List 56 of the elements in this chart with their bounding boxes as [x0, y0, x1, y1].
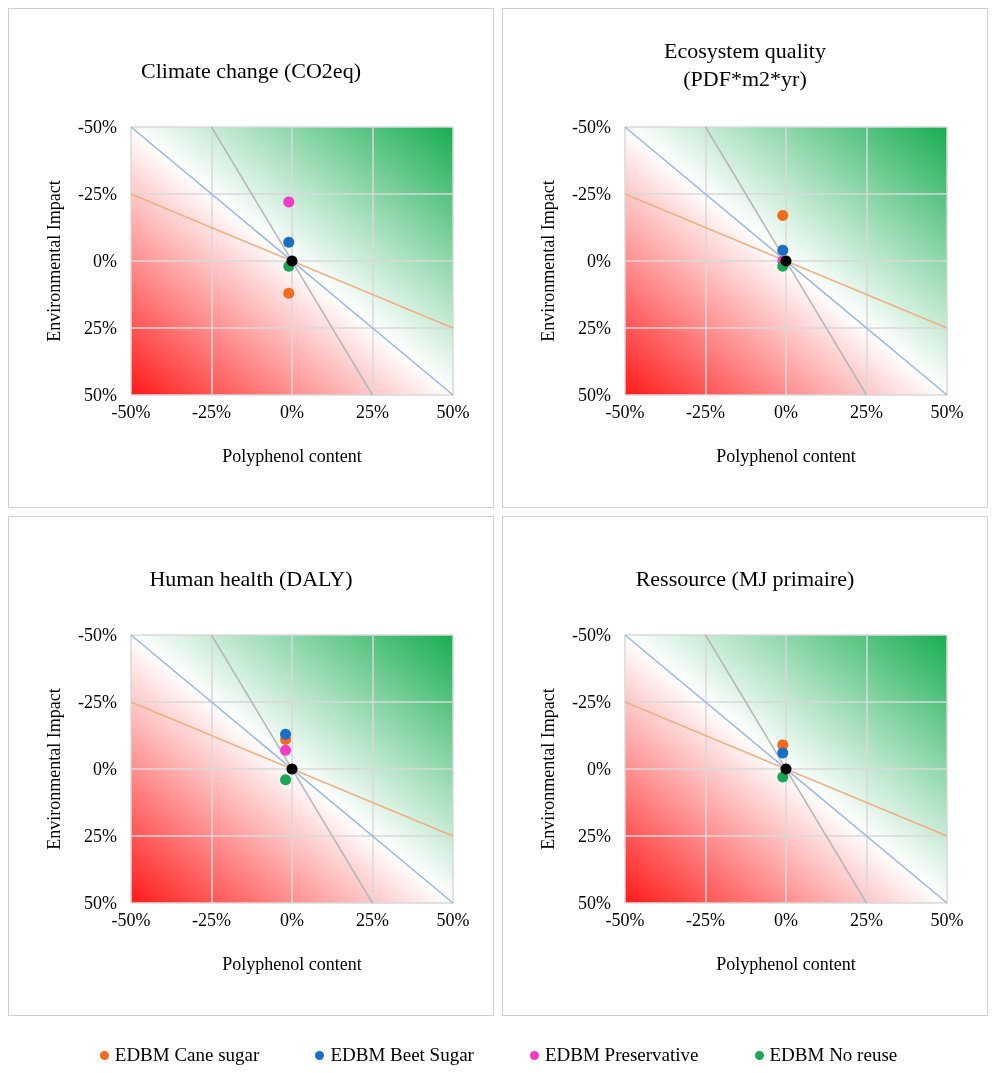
x-axis-title: Polyphenol content: [716, 954, 856, 974]
x-tick-label: -50%: [605, 910, 645, 930]
y-tick-label: 0%: [587, 251, 611, 271]
y-tick-label: 0%: [93, 759, 117, 779]
y-tick-label: 25%: [84, 318, 117, 338]
legend-label: EDBM No reuse: [769, 1044, 898, 1066]
y-tick-label: -25%: [78, 184, 117, 204]
y-tick-label: -25%: [572, 692, 611, 712]
y-tick-label: 25%: [578, 318, 611, 338]
x-tick-label: 25%: [850, 910, 883, 930]
x-tick-label: 25%: [356, 402, 389, 422]
x-tick-label: 0%: [774, 910, 798, 930]
chart-title: Climate change (CO2eq): [141, 57, 361, 83]
y-tick-label: 50%: [578, 385, 611, 405]
y-tick-label: -25%: [572, 184, 611, 204]
x-tick-label: -50%: [605, 402, 645, 422]
y-tick-label: 0%: [587, 759, 611, 779]
y-tick-label: -50%: [78, 117, 117, 137]
x-tick-label: 50%: [930, 402, 964, 422]
y-axis-title: Environmental Impact: [538, 688, 558, 850]
x-tick-label: 25%: [850, 402, 883, 422]
chart-title: Human health (DALY): [149, 565, 353, 591]
x-tick-label: 0%: [774, 402, 798, 422]
y-tick-label: -50%: [78, 625, 117, 645]
x-tick-label: 50%: [930, 910, 964, 930]
y-tick-label: -50%: [572, 117, 611, 137]
legend-label: EDBM Beet Sugar: [330, 1044, 474, 1066]
x-tick-label: 0%: [280, 910, 304, 930]
y-tick-label: -50%: [572, 625, 611, 645]
chart-title: Ecosystem quality (PDF*m2*yr): [664, 37, 826, 91]
x-tick-label: 50%: [436, 402, 470, 422]
legend-label: EDBM Cane sugar: [114, 1044, 260, 1066]
y-axis-title: Environmental Impact: [538, 180, 558, 342]
x-tick-label: 25%: [356, 910, 389, 930]
y-axis-title: Environmental Impact: [44, 688, 64, 850]
y-tick-label: 0%: [93, 251, 117, 271]
x-tick-label: -50%: [111, 402, 151, 422]
x-tick-label: -25%: [192, 910, 231, 930]
legend-label: EDBM Preservative: [544, 1044, 699, 1066]
x-tick-label: -25%: [192, 402, 231, 422]
y-tick-label: 25%: [84, 826, 117, 846]
x-tick-label: -50%: [111, 910, 151, 930]
y-tick-label: 50%: [84, 385, 117, 405]
y-tick-label: 25%: [578, 826, 611, 846]
x-tick-label: -25%: [686, 910, 725, 930]
y-axis-title: Environmental Impact: [44, 180, 64, 342]
y-tick-label: 50%: [84, 893, 117, 913]
x-tick-label: 50%: [436, 910, 470, 930]
x-axis-title: Polyphenol content: [222, 446, 362, 466]
y-tick-label: 50%: [578, 893, 611, 913]
x-axis-title: Polyphenol content: [222, 954, 362, 974]
chart-title: Ressource (MJ primaire): [635, 565, 855, 591]
y-tick-label: -25%: [78, 692, 117, 712]
x-tick-label: 0%: [280, 402, 304, 422]
x-tick-label: -25%: [686, 402, 725, 422]
x-axis-title: Polyphenol content: [716, 446, 856, 466]
